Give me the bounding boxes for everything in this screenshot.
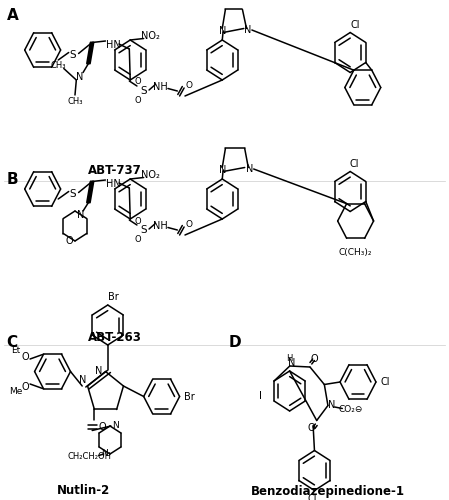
Text: O: O xyxy=(308,423,315,433)
Text: O: O xyxy=(66,236,73,246)
Text: N: N xyxy=(244,25,251,35)
Text: N: N xyxy=(288,358,296,368)
Text: D: D xyxy=(229,335,242,350)
Text: O: O xyxy=(311,354,318,364)
Text: CO₂⊖: CO₂⊖ xyxy=(338,405,363,414)
Text: S: S xyxy=(70,189,76,199)
Text: N: N xyxy=(95,366,102,376)
Text: NH: NH xyxy=(154,82,168,92)
Text: Cl: Cl xyxy=(351,20,361,30)
Text: CH₃: CH₃ xyxy=(67,96,83,106)
Text: N: N xyxy=(246,164,253,174)
Text: O: O xyxy=(98,422,106,432)
Text: NO₂: NO₂ xyxy=(141,170,160,180)
Text: ABT-263: ABT-263 xyxy=(88,331,141,344)
Text: Me: Me xyxy=(9,387,22,396)
Text: I: I xyxy=(259,391,262,401)
Text: C: C xyxy=(7,335,18,350)
Text: C(CH₃)₂: C(CH₃)₂ xyxy=(339,248,372,256)
Text: H: H xyxy=(286,354,292,363)
Text: O: O xyxy=(185,80,192,90)
Text: S: S xyxy=(70,50,76,60)
Text: Cl: Cl xyxy=(308,494,317,500)
Text: CH₃: CH₃ xyxy=(51,60,66,70)
Text: ABT-737: ABT-737 xyxy=(88,164,141,176)
Text: N: N xyxy=(77,210,84,220)
Text: HN: HN xyxy=(106,40,121,50)
Text: N: N xyxy=(328,400,335,410)
Text: Br: Br xyxy=(184,392,195,402)
Text: Nutlin-2: Nutlin-2 xyxy=(57,484,110,498)
Text: O: O xyxy=(135,216,141,226)
Text: Benzodiazepinedione-1: Benzodiazepinedione-1 xyxy=(251,484,405,498)
Text: N: N xyxy=(220,26,227,36)
Text: N: N xyxy=(112,422,119,430)
Text: Et: Et xyxy=(11,346,20,355)
Text: CH₂CH₂OH: CH₂CH₂OH xyxy=(68,452,112,461)
Text: O: O xyxy=(135,78,141,86)
Text: N: N xyxy=(101,450,108,458)
Text: Cl: Cl xyxy=(380,377,390,387)
Text: N: N xyxy=(76,72,83,83)
Text: Br: Br xyxy=(108,292,119,302)
Text: S: S xyxy=(141,86,147,96)
Text: O: O xyxy=(22,352,29,362)
Text: N: N xyxy=(79,375,87,385)
Text: NO₂: NO₂ xyxy=(141,31,160,41)
Text: O: O xyxy=(135,234,141,244)
Text: B: B xyxy=(7,172,18,188)
Text: O: O xyxy=(22,382,29,392)
Text: NH: NH xyxy=(154,221,168,231)
Text: HN: HN xyxy=(106,179,121,189)
Text: A: A xyxy=(7,8,18,24)
Text: O: O xyxy=(185,220,192,228)
Text: N: N xyxy=(220,165,227,175)
Text: S: S xyxy=(141,225,147,235)
Text: Cl: Cl xyxy=(350,159,360,169)
Text: O: O xyxy=(135,96,141,104)
